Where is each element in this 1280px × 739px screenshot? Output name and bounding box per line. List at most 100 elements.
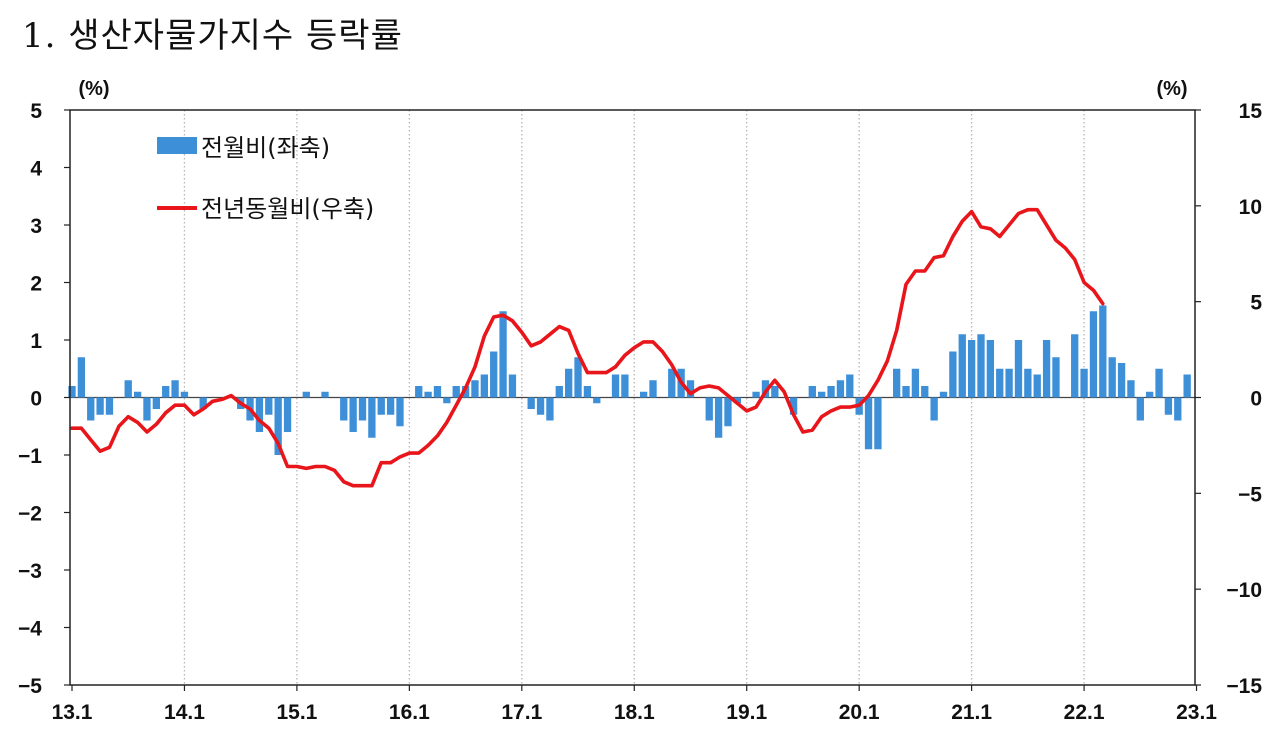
bar (1014, 340, 1023, 398)
bar (1136, 397, 1144, 421)
y-left-tick-label: 2 (30, 273, 42, 296)
bar (321, 391, 329, 398)
bar (536, 397, 545, 415)
bar (864, 397, 873, 450)
bar (686, 380, 695, 398)
bar (452, 386, 460, 398)
bar (162, 386, 170, 398)
bar (789, 397, 798, 415)
x-tick-label: 23.1 (1176, 701, 1217, 724)
yoy-line (70, 207, 1105, 488)
bar (508, 374, 517, 398)
bar (87, 397, 95, 421)
bar (986, 340, 995, 398)
bar (761, 380, 770, 398)
bar (621, 374, 629, 398)
bar (930, 397, 938, 421)
bar (1024, 368, 1032, 398)
legend: 전월비(좌축) 전년동월비(우축) (157, 134, 374, 223)
bar (415, 386, 423, 398)
y-left-tick-label: 4 (30, 158, 42, 181)
x-tick-label: 13.1 (52, 701, 93, 724)
bar (771, 386, 779, 398)
bar (1042, 340, 1051, 398)
x-tick-label: 15.1 (276, 701, 317, 724)
legend-line-label: 전년동월비(우축) (201, 195, 374, 223)
bar (649, 380, 657, 398)
bar (1033, 374, 1041, 398)
y-right-tick-label: 15 (1239, 100, 1263, 123)
bar (358, 397, 367, 421)
bar (958, 334, 966, 398)
bar (340, 397, 348, 421)
y-left-tick-label: −3 (18, 560, 42, 583)
bar (433, 386, 442, 398)
bar (461, 386, 470, 398)
bar (967, 340, 976, 398)
bar (368, 397, 376, 438)
bar (808, 386, 816, 398)
y-left-tick-label: −4 (18, 618, 42, 641)
bar (199, 397, 207, 409)
y-left-tick-label: 1 (30, 330, 42, 353)
legend-bar-label: 전월비(좌축) (201, 134, 330, 162)
bar (105, 397, 114, 415)
x-tick-label: 22.1 (1064, 701, 1105, 724)
bar (349, 397, 357, 432)
bar (480, 374, 488, 398)
bar (714, 397, 723, 438)
chart-title: 1. 생산자물가지수 등락률 (22, 16, 403, 56)
bar (836, 380, 845, 398)
x-tick-label: 14.1 (164, 701, 205, 724)
bar (1183, 374, 1191, 398)
bar (827, 386, 835, 398)
bar (265, 397, 273, 415)
bar (124, 380, 132, 398)
line-series (70, 207, 1105, 488)
bar (386, 397, 395, 415)
bar (668, 368, 676, 398)
bar (583, 386, 592, 398)
bar (733, 397, 742, 404)
bar (490, 351, 498, 398)
bar (574, 357, 582, 398)
bar (499, 311, 507, 398)
bar (893, 368, 901, 398)
bar (377, 397, 385, 415)
y-left-tick-label: 0 (30, 388, 42, 411)
bar (705, 397, 713, 421)
y-left-tick-label: −2 (18, 503, 42, 526)
bar (752, 391, 760, 398)
x-tick-label: 18.1 (614, 701, 655, 724)
bar (396, 397, 404, 427)
y-left-tick-label: −1 (18, 445, 42, 468)
bar (921, 386, 929, 398)
bar (302, 391, 310, 398)
bar (996, 368, 1004, 398)
bar (283, 397, 292, 432)
bar (1071, 334, 1079, 398)
legend-bar-swatch (157, 137, 197, 154)
bar (68, 386, 76, 398)
bar (443, 397, 451, 404)
bar (939, 391, 948, 398)
bar (874, 397, 882, 450)
axes-labels: 13.1 14.1 15.1 16.1 17.1 18.1 19.1 20.1 21.1 22.1… (18, 78, 1262, 724)
bar (152, 397, 160, 409)
bar (1174, 397, 1182, 421)
bar (1117, 363, 1126, 398)
bar (1108, 357, 1116, 398)
bar (471, 380, 479, 398)
y-left-tick-label: 3 (30, 215, 42, 238)
bar (639, 391, 648, 398)
bar (1052, 357, 1060, 398)
bar (565, 368, 573, 398)
bar (77, 357, 86, 398)
bar (527, 397, 535, 409)
x-tick-label: 20.1 (839, 701, 880, 724)
bar (274, 397, 282, 455)
bar (818, 391, 826, 398)
y-left-tick-label: 5 (30, 100, 42, 123)
bar (902, 386, 910, 398)
bar (911, 368, 920, 398)
